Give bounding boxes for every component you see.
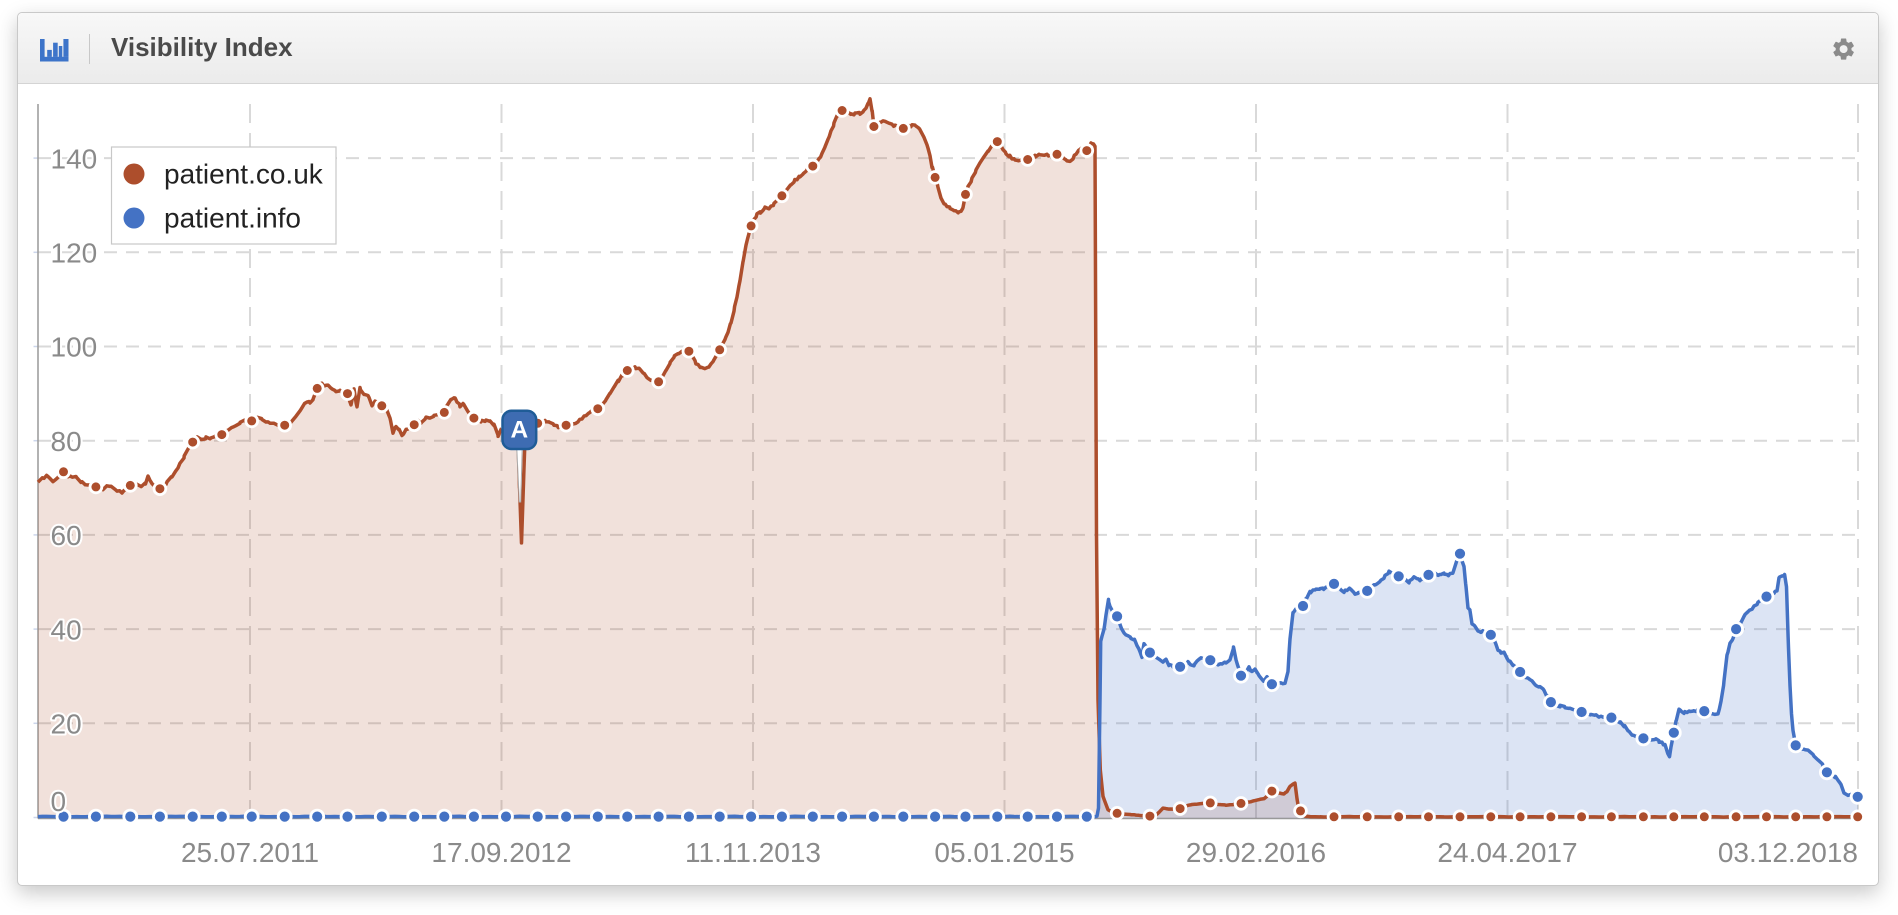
- svg-text:40: 40: [51, 614, 82, 645]
- svg-text:patient.co.uk: patient.co.uk: [164, 159, 324, 190]
- svg-text:80: 80: [51, 426, 82, 457]
- svg-text:140: 140: [51, 143, 98, 174]
- svg-text:60: 60: [51, 520, 82, 551]
- svg-text:05.01.2015: 05.01.2015: [934, 837, 1074, 868]
- svg-text:20: 20: [51, 709, 82, 740]
- svg-text:24.04.2017: 24.04.2017: [1437, 837, 1577, 868]
- svg-text:100: 100: [51, 332, 98, 363]
- svg-text:A: A: [511, 416, 529, 443]
- svg-text:120: 120: [51, 238, 98, 269]
- svg-text:17.09.2012: 17.09.2012: [431, 837, 571, 868]
- svg-text:patient.info: patient.info: [164, 203, 301, 234]
- svg-text:0: 0: [51, 786, 67, 817]
- svg-text:25.07.2011: 25.07.2011: [181, 837, 319, 868]
- svg-text:03.12.2018: 03.12.2018: [1718, 837, 1858, 868]
- svg-text:29.02.2016: 29.02.2016: [1186, 837, 1326, 868]
- svg-text:11.11.2013: 11.11.2013: [685, 837, 821, 868]
